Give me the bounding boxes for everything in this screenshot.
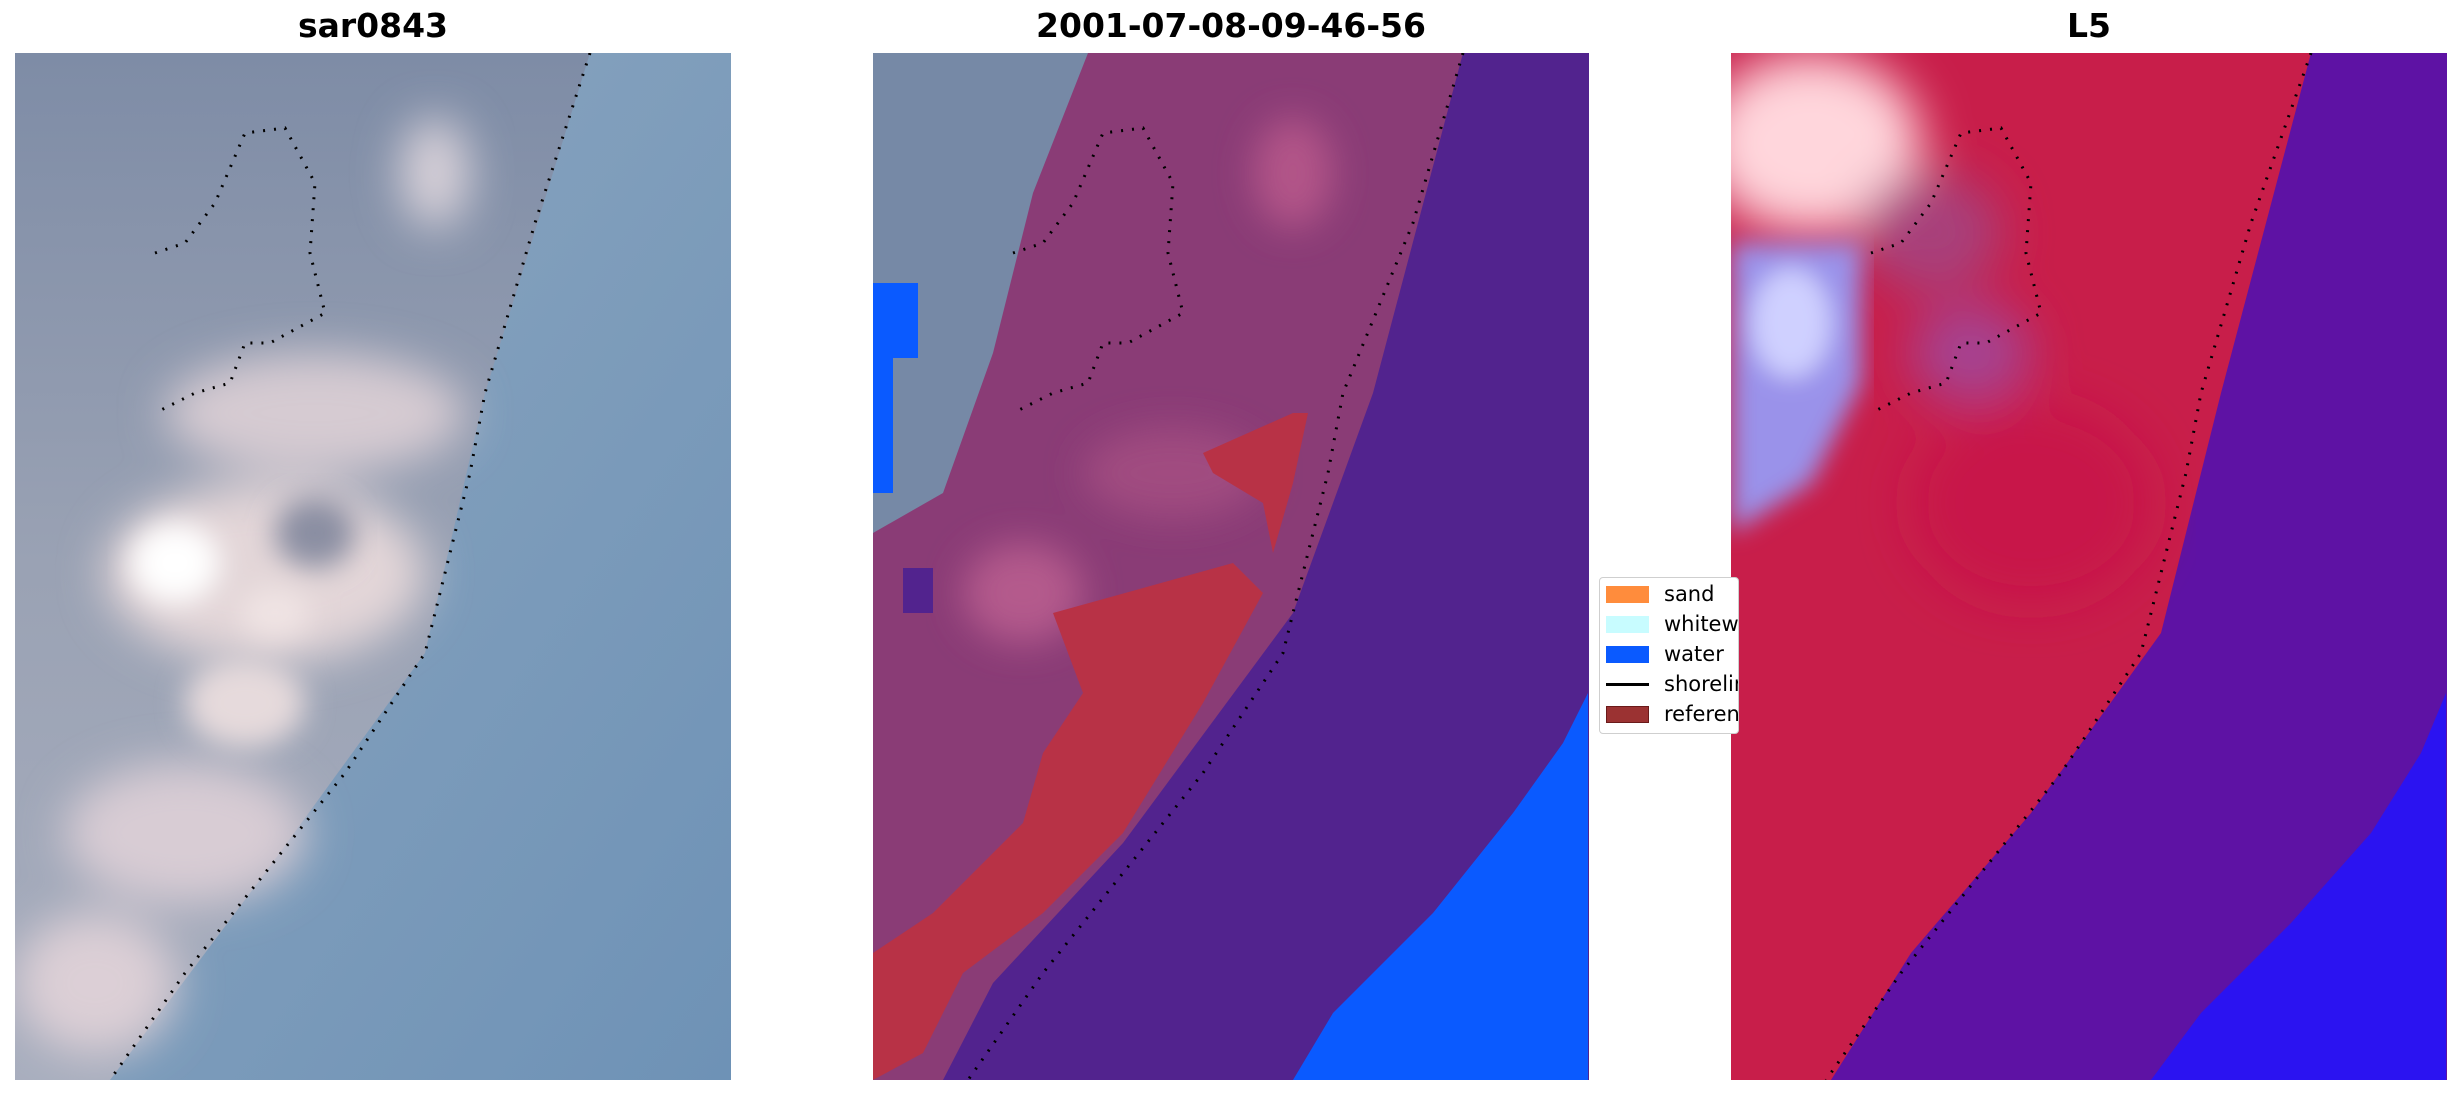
legend-label-reference: reference: [1664, 702, 1739, 726]
panel-title-classified: 2001-07-08-09-46-56: [1036, 6, 1426, 45]
rgb-image: [15, 53, 731, 1080]
index-image-panel: [1731, 53, 2447, 1080]
sand-swatch: [1606, 585, 1649, 603]
legend-item-whitewater: whitewater: [1606, 609, 1739, 639]
legend-label-water: water: [1664, 642, 1724, 666]
reference-swatch: [1606, 705, 1649, 723]
legend-label-whitewater: whitewater: [1664, 612, 1739, 636]
legend-item-shoreline: shoreline: [1606, 669, 1738, 699]
legend-item-sand: sand: [1606, 579, 1714, 609]
rgb-image-panel: [15, 53, 731, 1080]
legend-item-water: water: [1606, 639, 1724, 669]
classified-image: [873, 53, 1589, 1080]
panel-title-index: L5: [2067, 6, 2111, 45]
classified-image-panel: [873, 53, 1589, 1080]
legend-clip-edge: [1731, 577, 1751, 734]
water-swatch: [1606, 645, 1649, 663]
legend-label-shoreline: shoreline: [1664, 672, 1738, 696]
legend-label-sand: sand: [1664, 582, 1715, 606]
legend-item-reference: reference: [1606, 699, 1739, 729]
index-image: [1731, 53, 2447, 1080]
panel-title-rgb: sar0843: [297, 6, 449, 45]
legend: sand whitewater water shoreline referenc…: [1599, 577, 1739, 734]
shoreline-line-icon: [1606, 682, 1649, 686]
whitewater-swatch: [1606, 615, 1649, 633]
